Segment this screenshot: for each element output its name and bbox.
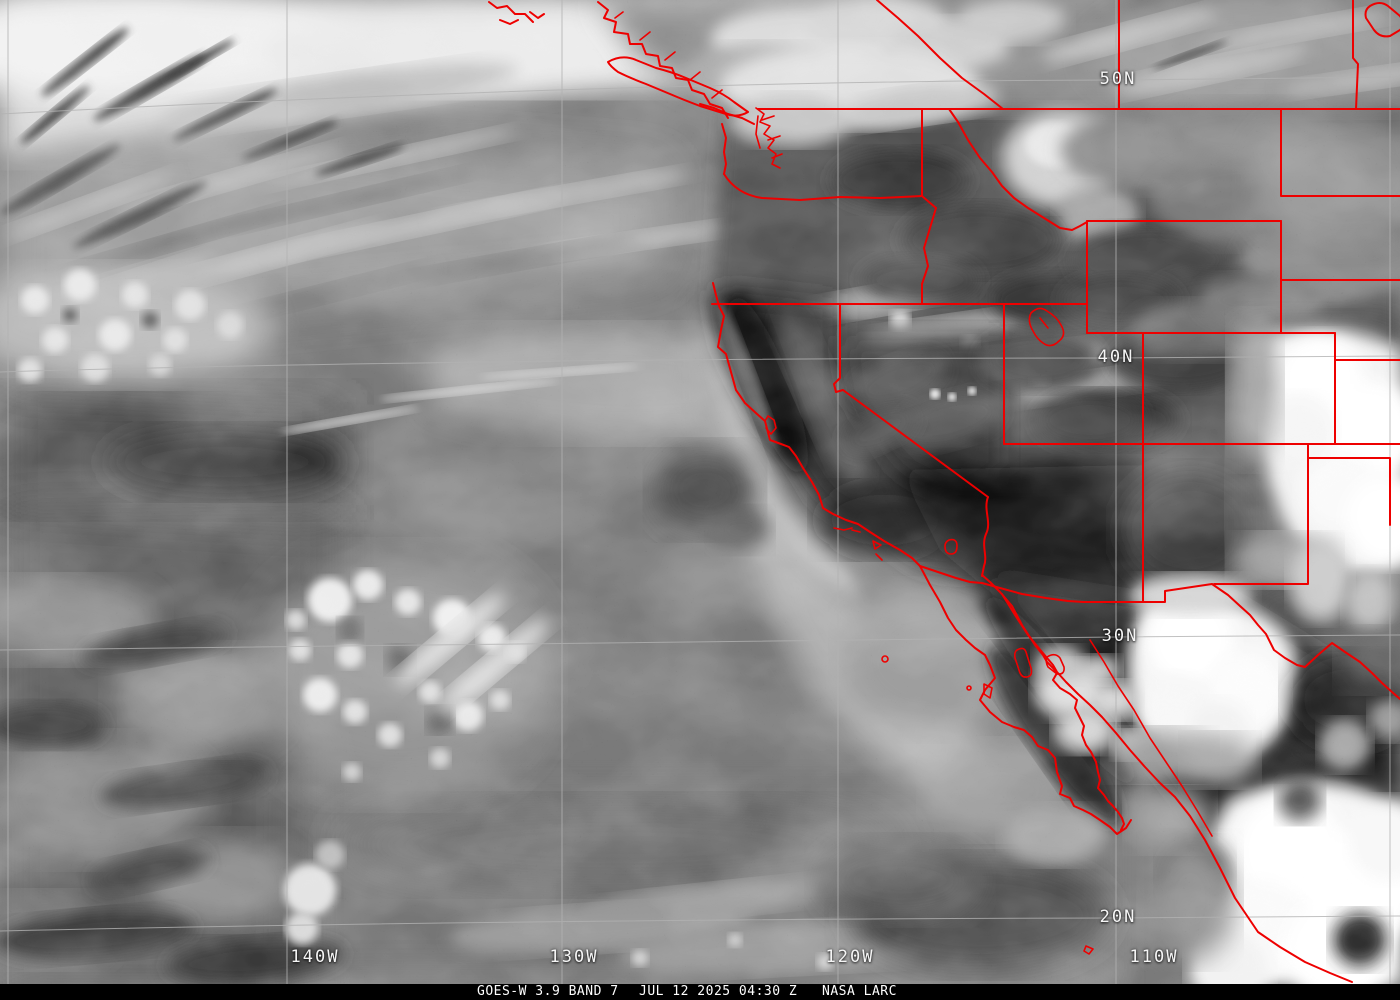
- longitude-label: 110W: [1129, 947, 1179, 967]
- latitude-label: 50N: [1099, 69, 1137, 89]
- latitude-label: 20N: [1099, 907, 1137, 927]
- longitude-label: 140W: [290, 947, 340, 967]
- latitude-label: 30N: [1101, 626, 1139, 646]
- state-boundaries-overlay: [488, 0, 1400, 983]
- credit-label: NASA LARC: [822, 984, 897, 999]
- latitude-label: 40N: [1097, 347, 1135, 367]
- product-label: GOES-W 3.9 BAND 7: [477, 984, 619, 999]
- caption-bar: GOES-W 3.9 BAND 7 JUL 12 2025 04:30 Z NA…: [0, 984, 1400, 1000]
- timestamp-label: JUL 12 2025 04:30 Z: [639, 984, 798, 999]
- longitude-label: 120W: [825, 947, 875, 967]
- longitude-label: 130W: [549, 947, 599, 967]
